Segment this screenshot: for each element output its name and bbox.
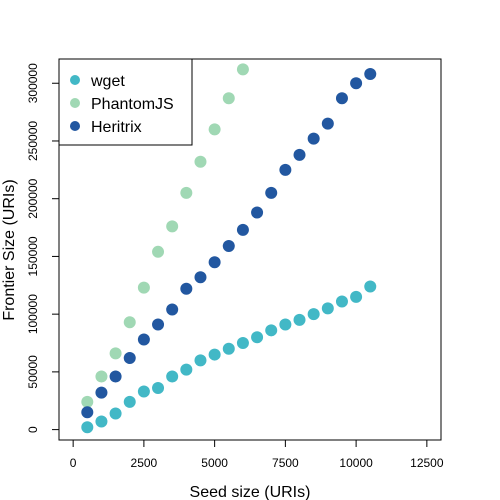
- data-point: [350, 290, 363, 303]
- data-point: [364, 280, 377, 293]
- data-point: [222, 92, 235, 105]
- y-tick-label: 300000: [26, 63, 40, 103]
- legend-label: PhantomJS: [91, 96, 174, 113]
- data-point: [236, 223, 249, 236]
- data-point: [194, 155, 207, 168]
- data-point: [222, 342, 235, 355]
- data-point: [307, 132, 320, 145]
- y-axis-title: Frontier Size (URIs): [1, 179, 18, 320]
- data-point: [279, 318, 292, 331]
- data-points: [81, 63, 377, 434]
- legend-label: Heritrix: [91, 119, 142, 136]
- x-axis: 0 2500 5000 7500 10000 12500: [70, 439, 444, 470]
- series-wget: [81, 280, 377, 434]
- y-tick-label: 0: [26, 426, 40, 433]
- legend-marker: [70, 98, 80, 108]
- data-point: [95, 370, 108, 383]
- legend-label: wget: [90, 73, 125, 90]
- legend-marker: [70, 121, 80, 131]
- y-tick-label: 250000: [26, 121, 40, 161]
- data-point: [166, 370, 179, 383]
- data-point: [123, 316, 136, 329]
- data-point: [166, 303, 179, 316]
- data-point: [180, 186, 193, 199]
- x-tick-label: 5000: [201, 456, 228, 470]
- data-point: [81, 406, 94, 419]
- data-point: [137, 333, 150, 346]
- data-point: [152, 318, 165, 331]
- data-point: [236, 63, 249, 76]
- data-point: [321, 302, 334, 315]
- data-point: [123, 395, 136, 408]
- y-tick-label: 150000: [26, 236, 40, 276]
- data-point: [293, 313, 306, 326]
- data-point: [109, 347, 122, 360]
- x-tick-label: 10000: [339, 456, 373, 470]
- series-phantomjs: [81, 63, 249, 408]
- data-point: [236, 337, 249, 350]
- y-axis: 0 50000 100000 150000 200000 250000 300000: [26, 63, 60, 433]
- data-point: [109, 370, 122, 383]
- data-point: [265, 324, 278, 337]
- y-tick-label: 50000: [26, 355, 40, 389]
- data-point: [81, 395, 94, 408]
- data-point: [152, 382, 165, 395]
- y-tick-label: 200000: [26, 178, 40, 218]
- data-point: [208, 348, 221, 361]
- data-point: [81, 421, 94, 434]
- data-point: [279, 163, 292, 176]
- x-tick-label: 7500: [272, 456, 299, 470]
- data-point: [350, 77, 363, 90]
- data-point: [222, 240, 235, 253]
- y-tick-label: 100000: [26, 294, 40, 334]
- data-point: [180, 363, 193, 376]
- legend-box: [58, 58, 193, 146]
- data-point: [109, 407, 122, 420]
- legend-marker: [70, 75, 80, 85]
- data-point: [137, 385, 150, 398]
- x-axis-title: Seed size (URIs): [190, 484, 311, 500]
- data-point: [307, 308, 320, 321]
- data-point: [364, 68, 377, 81]
- data-point: [180, 282, 193, 295]
- x-tick-label: 0: [70, 456, 77, 470]
- data-point: [208, 256, 221, 269]
- series-heritrix: [81, 68, 377, 419]
- legend: wget PhantomJS Heritrix: [58, 58, 193, 146]
- data-point: [152, 245, 165, 258]
- data-point: [251, 331, 264, 344]
- data-point: [194, 271, 207, 284]
- data-point: [251, 206, 264, 219]
- data-point: [95, 415, 108, 428]
- data-point: [123, 352, 136, 365]
- data-point: [166, 220, 179, 233]
- data-point: [137, 281, 150, 294]
- data-point: [194, 354, 207, 367]
- data-point: [208, 123, 221, 136]
- data-point: [95, 386, 108, 399]
- data-point: [335, 92, 348, 105]
- data-point: [265, 186, 278, 199]
- data-point: [335, 295, 348, 308]
- x-tick-label: 2500: [131, 456, 158, 470]
- data-point: [293, 148, 306, 161]
- data-point: [321, 117, 334, 130]
- x-tick-label: 12500: [410, 456, 444, 470]
